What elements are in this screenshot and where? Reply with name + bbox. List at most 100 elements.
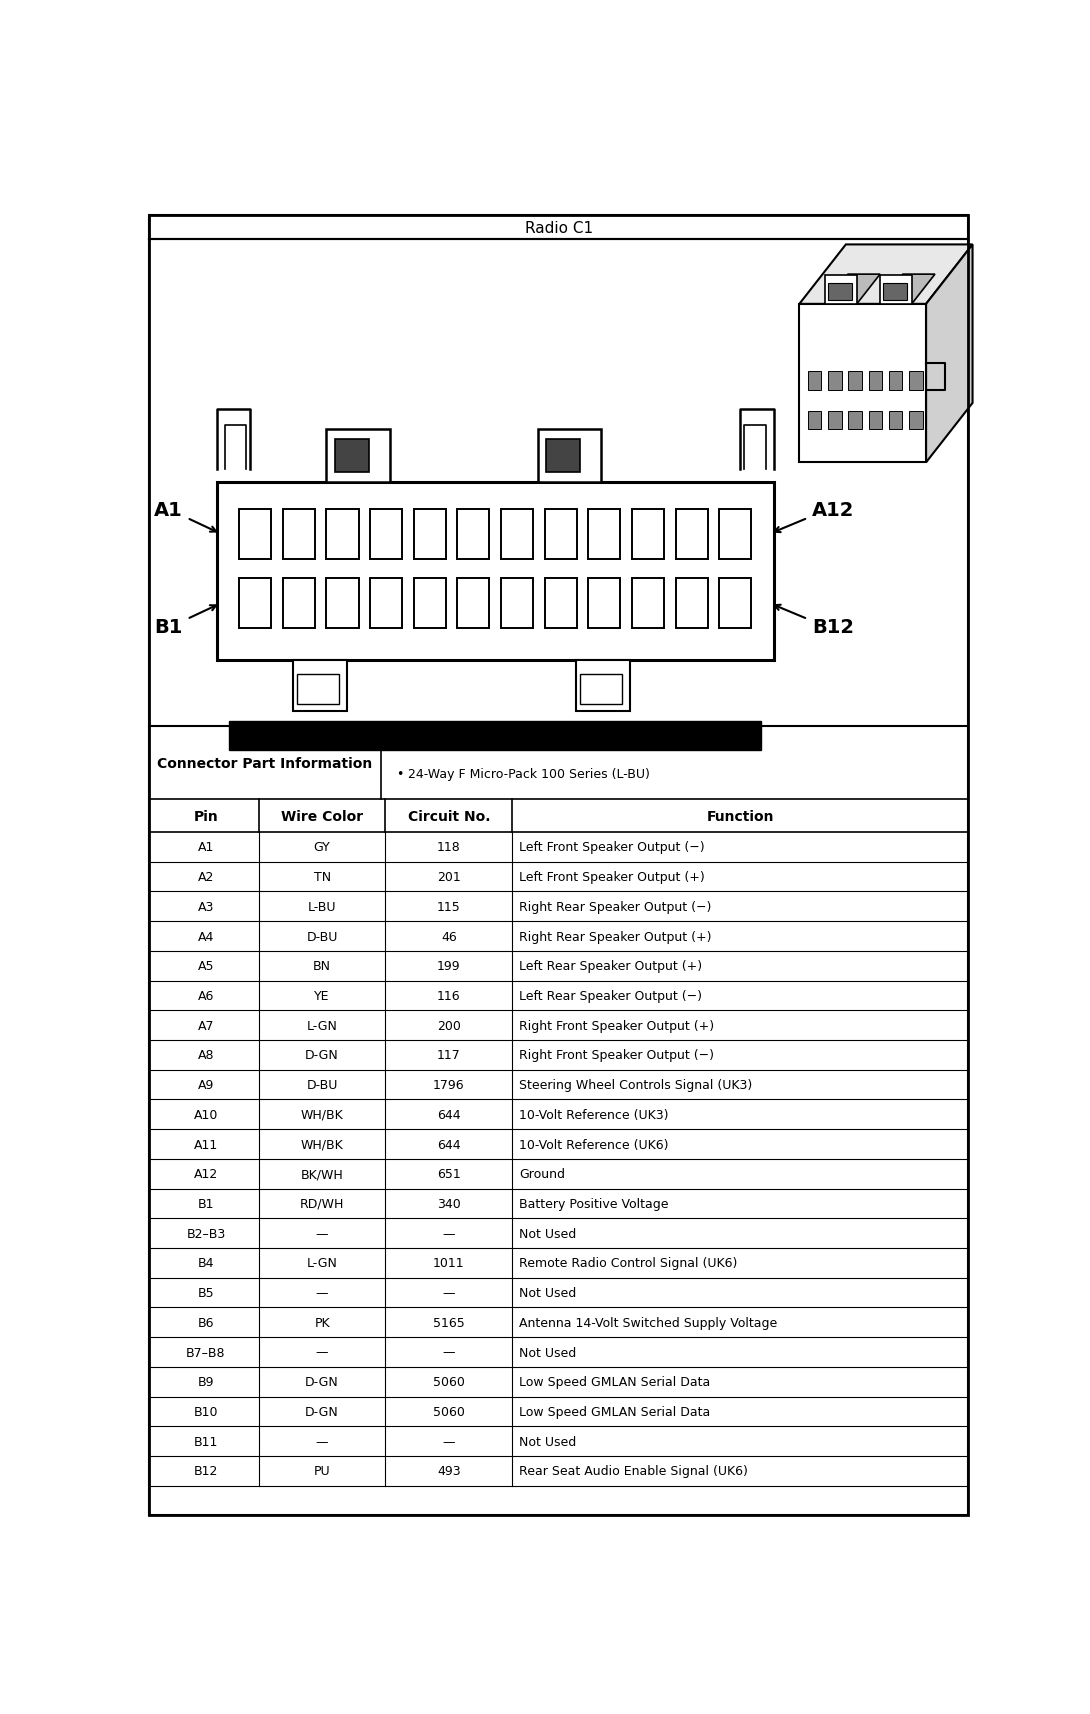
Text: BN: BN — [313, 960, 331, 974]
Polygon shape — [880, 274, 935, 305]
Text: Circuit No.: Circuit No. — [408, 809, 491, 823]
Polygon shape — [825, 274, 880, 305]
Text: L-BU: L-BU — [307, 900, 337, 914]
Text: B11: B11 — [194, 1435, 218, 1448]
Text: Battery Positive Voltage: Battery Positive Voltage — [519, 1198, 668, 1210]
Bar — [808, 372, 822, 391]
Text: 115: 115 — [437, 900, 461, 914]
Text: —: — — [443, 1345, 455, 1359]
Text: L-GN: L-GN — [306, 1256, 338, 1270]
Text: A7: A7 — [197, 1020, 215, 1032]
Bar — [217, 483, 774, 662]
Bar — [414, 579, 446, 629]
Bar — [869, 411, 882, 430]
Bar — [239, 509, 271, 559]
Text: 651: 651 — [437, 1167, 461, 1181]
Text: —: — — [316, 1227, 328, 1239]
Text: Right Front Speaker Output (−): Right Front Speaker Output (−) — [519, 1049, 714, 1061]
Text: Left Rear Speaker Output (+): Left Rear Speaker Output (+) — [519, 960, 702, 974]
Text: 5060: 5060 — [433, 1405, 464, 1417]
Bar — [632, 509, 664, 559]
Bar — [869, 372, 882, 391]
Text: 5165: 5165 — [433, 1316, 464, 1328]
Bar — [848, 411, 862, 430]
Text: 10-Volt Reference (UK3): 10-Volt Reference (UK3) — [519, 1109, 668, 1121]
Text: B12: B12 — [194, 1464, 218, 1477]
Text: —: — — [443, 1435, 455, 1448]
Bar — [296, 674, 339, 704]
Bar — [545, 509, 577, 559]
Text: 340: 340 — [437, 1198, 461, 1210]
Text: 12110206: 12110206 — [409, 739, 472, 752]
Bar — [576, 662, 630, 711]
Text: —: — — [443, 1227, 455, 1239]
Polygon shape — [799, 245, 972, 305]
Text: D-GN: D-GN — [305, 1375, 339, 1388]
Bar — [501, 579, 533, 629]
Bar — [371, 579, 402, 629]
Text: A12: A12 — [194, 1167, 218, 1181]
Text: A8: A8 — [197, 1049, 215, 1061]
Text: 24-Way F Micro-Pack 100 Series (L-BU): 24-Way F Micro-Pack 100 Series (L-BU) — [409, 768, 650, 782]
Text: 5060: 5060 — [433, 1375, 464, 1388]
Bar — [889, 372, 903, 391]
Bar — [676, 579, 707, 629]
Text: Left Rear Speaker Output (−): Left Rear Speaker Output (−) — [519, 989, 702, 1003]
Text: 116: 116 — [437, 989, 461, 1003]
Text: BK/WH: BK/WH — [301, 1167, 343, 1181]
Text: A3: A3 — [197, 900, 214, 914]
Text: B7–B8: B7–B8 — [186, 1345, 226, 1359]
Bar — [828, 283, 851, 300]
Text: Wire Color: Wire Color — [281, 809, 363, 823]
Bar — [292, 662, 348, 711]
Bar — [537, 430, 601, 483]
Bar — [414, 509, 446, 559]
Text: A9: A9 — [197, 1078, 214, 1092]
Text: B1: B1 — [155, 619, 183, 638]
Text: —: — — [316, 1286, 328, 1299]
Text: —: — — [443, 1286, 455, 1299]
Bar — [848, 372, 862, 391]
Text: TN: TN — [314, 871, 330, 884]
Text: 644: 644 — [437, 1138, 461, 1150]
Text: 118: 118 — [437, 842, 461, 854]
Text: D-GN: D-GN — [305, 1049, 339, 1061]
Bar — [589, 579, 620, 629]
Text: WH/BK: WH/BK — [301, 1138, 343, 1150]
Text: D-BU: D-BU — [306, 931, 338, 943]
Text: B10: B10 — [194, 1405, 218, 1417]
Bar — [632, 579, 664, 629]
Bar — [545, 579, 577, 629]
Text: Ground: Ground — [519, 1167, 565, 1181]
Bar — [229, 722, 761, 751]
Text: A6: A6 — [197, 989, 214, 1003]
Text: —: — — [316, 1345, 328, 1359]
Text: 493: 493 — [437, 1464, 461, 1477]
Text: A4: A4 — [197, 931, 214, 943]
Bar — [458, 509, 489, 559]
Bar — [335, 439, 368, 473]
Text: B5: B5 — [197, 1286, 215, 1299]
Bar — [828, 372, 841, 391]
Text: A1: A1 — [197, 842, 214, 854]
Text: 46: 46 — [441, 931, 457, 943]
Polygon shape — [799, 305, 926, 463]
Bar — [719, 579, 751, 629]
Bar — [282, 579, 315, 629]
Text: •: • — [397, 739, 403, 752]
Text: A12: A12 — [812, 500, 855, 519]
Text: Steering Wheel Controls Signal (UK3): Steering Wheel Controls Signal (UK3) — [519, 1078, 752, 1092]
Text: B6: B6 — [197, 1316, 215, 1328]
Text: Connector Part Information: Connector Part Information — [157, 756, 373, 770]
Bar — [719, 509, 751, 559]
Bar — [676, 509, 707, 559]
Text: D-BU: D-BU — [306, 1078, 338, 1092]
Bar — [889, 411, 903, 430]
Bar — [239, 579, 271, 629]
Text: L-GN: L-GN — [306, 1020, 338, 1032]
Text: B9: B9 — [197, 1375, 215, 1388]
Text: Radio C1: Radio C1 — [524, 221, 593, 235]
Bar — [808, 411, 822, 430]
Text: Right Rear Speaker Output (−): Right Rear Speaker Output (−) — [519, 900, 712, 914]
Text: B4: B4 — [197, 1256, 215, 1270]
